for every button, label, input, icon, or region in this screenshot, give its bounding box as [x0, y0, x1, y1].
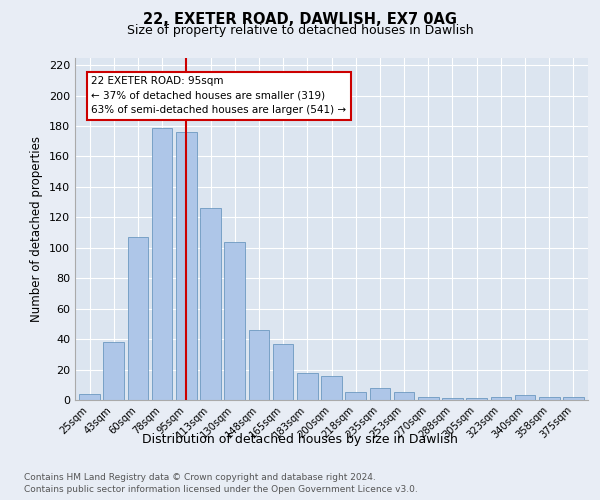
Bar — [466, 398, 487, 400]
Text: Size of property relative to detached houses in Dawlish: Size of property relative to detached ho… — [127, 24, 473, 37]
Bar — [563, 397, 584, 400]
Text: 22, EXETER ROAD, DAWLISH, EX7 0AG: 22, EXETER ROAD, DAWLISH, EX7 0AG — [143, 12, 457, 27]
Text: Distribution of detached houses by size in Dawlish: Distribution of detached houses by size … — [142, 432, 458, 446]
Text: 22 EXETER ROAD: 95sqm
← 37% of detached houses are smaller (319)
63% of semi-det: 22 EXETER ROAD: 95sqm ← 37% of detached … — [91, 76, 347, 116]
Bar — [128, 237, 148, 400]
Bar — [418, 397, 439, 400]
Bar — [248, 330, 269, 400]
Bar — [297, 372, 317, 400]
Bar — [370, 388, 390, 400]
Bar — [539, 397, 560, 400]
Text: Contains HM Land Registry data © Crown copyright and database right 2024.: Contains HM Land Registry data © Crown c… — [24, 472, 376, 482]
Bar — [491, 397, 511, 400]
Text: Contains public sector information licensed under the Open Government Licence v3: Contains public sector information licen… — [24, 485, 418, 494]
Bar — [273, 344, 293, 400]
Bar — [176, 132, 197, 400]
Bar — [442, 398, 463, 400]
Bar — [346, 392, 366, 400]
Bar — [224, 242, 245, 400]
Bar — [394, 392, 415, 400]
Bar — [321, 376, 342, 400]
Bar — [103, 342, 124, 400]
Bar — [515, 396, 535, 400]
Bar — [79, 394, 100, 400]
Bar — [200, 208, 221, 400]
Bar — [152, 128, 172, 400]
Y-axis label: Number of detached properties: Number of detached properties — [31, 136, 43, 322]
